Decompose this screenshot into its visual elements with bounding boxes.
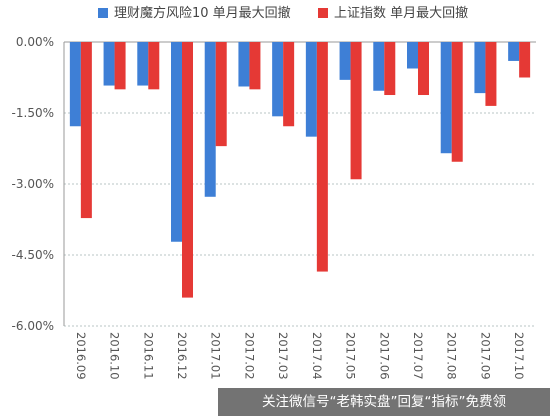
bar-fund-2016.09 — [69, 42, 81, 127]
x-tick-label: 2017.07 — [411, 332, 425, 380]
y-tick-label: -6.00% — [12, 319, 54, 333]
bar-fund-2017.09 — [474, 42, 486, 94]
bar-fund-2017.03 — [272, 42, 284, 117]
bar-fund-2017.05 — [339, 42, 351, 80]
y-tick-label: -3.00% — [12, 177, 54, 191]
bar-index-2017.06 — [384, 42, 396, 96]
bar-fund-2017.06 — [373, 42, 385, 91]
bar-index-2017.09 — [485, 42, 497, 106]
x-tick-label: 2017.01 — [209, 332, 223, 380]
bar-index-2016.10 — [114, 42, 126, 90]
y-tick-label: 0.00% — [16, 35, 54, 49]
bar-fund-2017.08 — [440, 42, 452, 154]
legend-swatch-2 — [318, 8, 328, 18]
bars — [69, 42, 531, 298]
bar-index-2016.09 — [80, 42, 92, 219]
x-tick-label: 2017.10 — [512, 332, 526, 380]
bar-fund-2016.11 — [137, 42, 149, 86]
bar-fund-2017.02 — [238, 42, 250, 87]
bar-index-2016.12 — [182, 42, 193, 298]
x-tick-label: 2017.08 — [445, 332, 459, 380]
bar-fund-2017.01 — [204, 42, 216, 197]
legend: 理财魔方风险10 单月最大回撤 上证指数 单月最大回撤 — [98, 5, 468, 21]
legend-swatch-1 — [98, 8, 108, 18]
bar-index-2016.11 — [148, 42, 160, 90]
x-tick-label: 2017.03 — [276, 332, 290, 380]
watermark-banner: 关注微信号“老韩实盘”回复“指标”免费领 — [218, 388, 550, 416]
y-tick-label: -4.50% — [12, 248, 54, 262]
y-tick-label: -1.50% — [12, 106, 54, 120]
grid — [63, 41, 536, 327]
x-tick-label: 2016.10 — [108, 332, 122, 380]
bar-index-2017.02 — [249, 42, 261, 90]
y-axis: 0.00% -1.50% -3.00% -4.50% -6.00% — [12, 35, 54, 333]
x-tick-label: 2016.11 — [141, 332, 155, 380]
x-tick-label: 2017.05 — [344, 332, 358, 380]
legend-label-2: 上证指数 单月最大回撤 — [334, 5, 468, 21]
bar-fund-2016.10 — [103, 42, 115, 86]
bar-fund-2016.12 — [171, 42, 182, 242]
bar-index-2017.08 — [451, 42, 463, 162]
bar-fund-2017.04 — [305, 42, 317, 137]
bar-index-2017.03 — [283, 42, 295, 127]
bar-fund-2017.07 — [407, 42, 418, 69]
bar-fund-2017.10 — [508, 42, 520, 61]
bar-index-2017.01 — [215, 42, 227, 147]
x-tick-label: 2017.09 — [478, 332, 492, 380]
bar-index-2017.07 — [418, 42, 429, 96]
x-tick-label: 2016.09 — [74, 332, 88, 380]
bar-index-2017.04 — [316, 42, 328, 272]
x-axis: 2016.09 2016.10 2016.11 2016.12 2017.01 2017.… — [74, 332, 526, 380]
x-tick-label: 2016.12 — [175, 332, 189, 380]
x-tick-label: 2017.02 — [242, 332, 256, 380]
x-tick-label: 2017.04 — [310, 332, 324, 380]
legend-label-1: 理财魔方风险10 单月最大回撤 — [114, 5, 291, 21]
bar-index-2017.05 — [350, 42, 362, 180]
bar-index-2017.10 — [519, 42, 531, 78]
x-tick-label: 2017.06 — [377, 332, 391, 380]
